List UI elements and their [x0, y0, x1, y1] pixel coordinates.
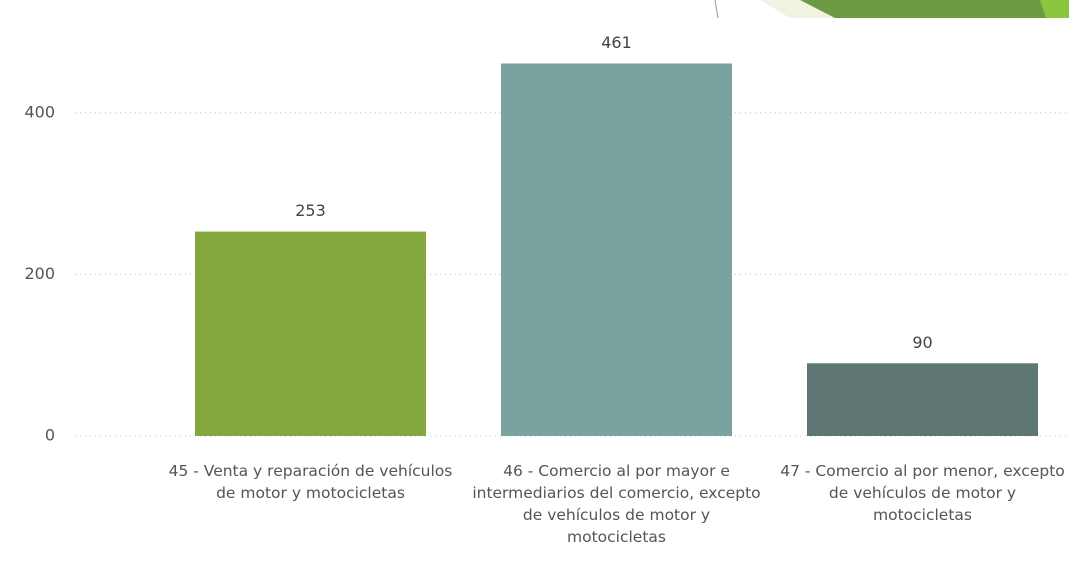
decoration — [800, 0, 1069, 18]
x-tick-label: 46 - Comercio al por mayor e intermediar… — [472, 462, 761, 546]
value-label: 461 — [601, 33, 632, 52]
x-tick-label: 45 - Venta y reparación de vehículos de … — [168, 462, 453, 502]
value-label: 90 — [912, 333, 932, 352]
y-tick-label: 400 — [24, 102, 55, 121]
decoration — [714, 0, 719, 19]
decoration — [1040, 0, 1069, 18]
bar — [195, 231, 426, 436]
x-tick-label: 47 - Comercio al por menor, excepto de v… — [780, 462, 1065, 524]
value-label: 253 — [295, 201, 326, 220]
bar — [807, 363, 1038, 436]
bar — [501, 63, 732, 437]
y-tick-label: 200 — [24, 264, 55, 283]
y-tick-label: 0 — [45, 426, 55, 445]
